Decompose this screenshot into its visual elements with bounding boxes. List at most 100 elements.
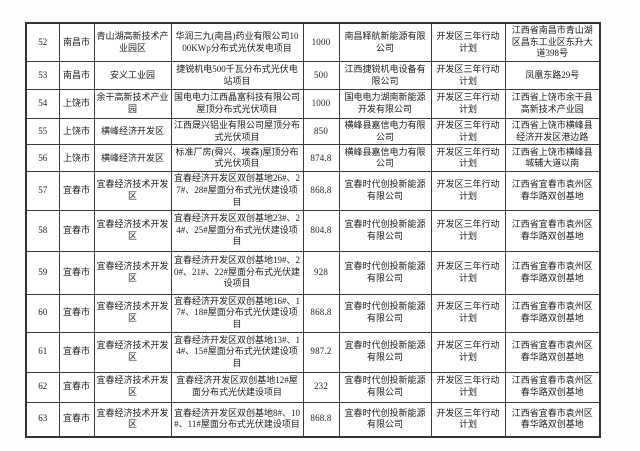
cell-serial-number: 57 (25, 171, 60, 211)
cell-capacity-kw: 232 (302, 371, 340, 403)
cell-city: 宜春市 (58, 250, 95, 295)
cell-park-name: 横峰经济开发区 (93, 144, 172, 173)
cell-company-name: 宜春时代创投新能源有限公司 (338, 250, 432, 295)
cell-serial-number: 52 (25, 22, 60, 63)
table-row: 58 宜春市 宜春经济技术开发区 宜春经济开发区双创基地23#、24#、25#屋… (25, 209, 601, 252)
cell-city: 宜春市 (58, 171, 95, 211)
cell-capacity-kw: 868.8 (302, 401, 340, 438)
cell-park-name: 青山湖高新技术产业园区 (93, 22, 172, 63)
cell-city: 南昌市 (58, 22, 95, 63)
cell-project-name: 宜春经济开发区双创基地23#、24#、25#屋面分布式光伏建设项目 (170, 209, 304, 252)
cell-park-name: 宜春经济技术开发区 (93, 209, 172, 252)
cell-park-name: 宜春经济技术开发区 (93, 371, 172, 403)
cell-plan-type: 开发区三年行动计划 (430, 144, 506, 173)
cell-project-address: 江西省宜春市袁州区春华路双创基地 (504, 171, 601, 211)
table-row: 62 宜春市 宜春经济技术开发区 宜春经济开发区双创基地12#屋面分布式光伏建设… (25, 371, 601, 403)
cell-plan-type: 开发区三年行动计划 (430, 293, 506, 333)
cell-serial-number: 55 (25, 118, 60, 146)
cell-capacity-kw: 1000 (302, 22, 340, 63)
cell-capacity-kw: 868.8 (302, 171, 340, 211)
table-row: 63 宜春市 宜春经济技术开发区 宜春经济开发区双创基地8#、10#、11#屋面… (25, 401, 601, 438)
cell-plan-type: 开发区三年行动计划 (430, 171, 506, 211)
cell-plan-type: 开发区三年行动计划 (430, 61, 506, 91)
cell-company-name: 宜春时代创投新能源有限公司 (338, 331, 432, 373)
cell-capacity-kw: 987.2 (302, 331, 340, 373)
cell-plan-type: 开发区三年行动计划 (430, 118, 506, 146)
cell-company-name: 宜春时代创投新能源有限公司 (338, 209, 432, 252)
cell-city: 上饶市 (58, 144, 95, 173)
cell-city: 宜春市 (58, 401, 95, 438)
cell-capacity-kw: 874.8 (302, 144, 340, 173)
cell-park-name: 横峰经济开发区 (93, 118, 172, 146)
cell-city: 宜春市 (58, 371, 95, 403)
cell-project-address: 江西省南昌市青山湖区昌东工业区东升大道398号 (504, 22, 601, 63)
document-page: 52 南昌市 青山湖高新技术产业园区 华润三九(南昌)药业有限公司1000KWp… (25, 22, 601, 439)
cell-project-address: 江西省上饶市横峰县城辅大道以南 (504, 144, 601, 173)
table-row: 55 上饶市 横峰经济开发区 江西晟兴铝业有限公司屋顶分布式光伏项目 850 横… (25, 118, 601, 146)
table-body: 52 南昌市 青山湖高新技术产业园区 华润三九(南昌)药业有限公司1000KWp… (25, 22, 601, 438)
cell-company-name: 宜春时代创投新能源有限公司 (338, 293, 432, 333)
table-row: 54 上饶市 余干高新技术产业园 国电电力江西晶富科技有限公司屋顶分布式光伏项目… (25, 89, 601, 120)
cell-park-name: 余干高新技术产业园 (93, 89, 172, 120)
cell-serial-number: 63 (25, 401, 60, 438)
cell-capacity-kw: 868.8 (302, 293, 340, 333)
cell-city: 宜春市 (58, 293, 95, 333)
table-row: 53 南昌市 安义工业园 捷锐机电500千瓦分布式光伏电站项目 500 江西捷锐… (25, 61, 601, 91)
cell-project-name: 华润三九(南昌)药业有限公司1000KWp分布式光伏发电项目 (170, 22, 304, 63)
cell-capacity-kw: 850 (302, 118, 340, 146)
table-row: 56 上饶市 横峰经济开发区 标准厂房(舜兴、埃森)屋顶分布式光伏项目 874.… (25, 144, 601, 173)
cell-plan-type: 开发区三年行动计划 (430, 89, 506, 120)
cell-city: 宜春市 (58, 209, 95, 252)
cell-city: 南昌市 (58, 61, 95, 91)
cell-serial-number: 59 (25, 250, 60, 295)
cell-city: 宜春市 (58, 331, 95, 373)
table-row: 57 宜春市 宜春经济技术开发区 宜春经济开发区双创基地26#、27#、28#屋… (25, 171, 601, 211)
cell-plan-type: 开发区三年行动计划 (430, 371, 506, 403)
cell-project-address: 凤凰东路29号 (504, 61, 601, 91)
table-row: 59 宜春市 宜春经济技术开发区 宜春经济开发区双创基地19#、20#、21#、… (25, 250, 601, 295)
cell-plan-type: 开发区三年行动计划 (430, 209, 506, 252)
cell-project-address: 江西省宜春市袁州区春华路双创基地 (504, 293, 601, 333)
cell-project-name: 国电电力江西晶富科技有限公司屋顶分布式光伏项目 (170, 89, 304, 120)
cell-company-name: 宜春时代创投新能源有限公司 (338, 371, 432, 403)
cell-company-name: 横峰县嘉信电力有限公司 (338, 118, 432, 146)
pv-projects-table: 52 南昌市 青山湖高新技术产业园区 华润三九(南昌)药业有限公司1000KWp… (25, 22, 601, 439)
cell-project-address: 江西省上饶市横峰县经济开发区港边路 (504, 118, 601, 146)
cell-plan-type: 开发区三年行动计划 (430, 401, 506, 438)
cell-serial-number: 54 (25, 89, 60, 120)
cell-project-address: 江西省宜春市袁州区春华路双创基地 (504, 250, 601, 295)
cell-project-address: 江西省宜春市袁州区春华路双创基地 (504, 371, 601, 403)
cell-project-address: 江西省上饶市余干县高新技术产业园 (504, 89, 601, 120)
cell-city: 上饶市 (58, 89, 95, 120)
cell-park-name: 安义工业园 (93, 61, 172, 91)
cell-project-name: 宜春经济开发区双创基地19#、20#、21#、22#屋面分布式光伏建设项目 (170, 250, 304, 295)
cell-project-name: 宜春经济开发区双创基地26#、27#、28#屋面分布式光伏建设项目 (170, 171, 304, 211)
cell-park-name: 宜春经济技术开发区 (93, 331, 172, 373)
cell-park-name: 宜春经济技术开发区 (93, 401, 172, 438)
cell-project-address: 江西省宜春市袁州区春华路双创基地 (504, 209, 601, 252)
cell-plan-type: 开发区三年行动计划 (430, 331, 506, 373)
cell-project-name: 捷锐机电500千瓦分布式光伏电站项目 (170, 61, 304, 91)
cell-serial-number: 60 (25, 293, 60, 333)
cell-company-name: 江西捷锐机电设备有限公司 (338, 61, 432, 91)
cell-project-name: 宜春经济开发区双创基地13#、14#、15#屋面分布式光伏建设项目 (170, 331, 304, 373)
cell-capacity-kw: 1000 (302, 89, 340, 120)
table-row: 61 宜春市 宜春经济技术开发区 宜春经济开发区双创基地13#、14#、15#屋… (25, 331, 601, 373)
cell-project-name: 宜春经济开发区双创基地8#、10#、11#屋面分布式光伏建设项目 (170, 401, 304, 438)
table-row: 52 南昌市 青山湖高新技术产业园区 华润三九(南昌)药业有限公司1000KWp… (25, 22, 601, 63)
cell-serial-number: 53 (25, 61, 60, 91)
cell-project-name: 宜春经济开发区双创基地16#、17#、18#屋面分布式光伏建设项目 (170, 293, 304, 333)
table-row: 60 宜春市 宜春经济技术开发区 宜春经济开发区双创基地16#、17#、18#屋… (25, 293, 601, 333)
cell-company-name: 宜春时代创投新能源有限公司 (338, 401, 432, 438)
cell-project-name: 标准厂房(舜兴、埃森)屋顶分布式光伏项目 (170, 144, 304, 173)
cell-company-name: 国电电力湖南新能源开发有限公司 (338, 89, 432, 120)
cell-capacity-kw: 804.8 (302, 209, 340, 252)
cell-park-name: 宜春经济技术开发区 (93, 171, 172, 211)
cell-park-name: 宜春经济技术开发区 (93, 293, 172, 333)
cell-project-name: 宜春经济开发区双创基地12#屋面分布式光伏建设项目 (170, 371, 304, 403)
cell-company-name: 横峰县嘉信电力有限公司 (338, 144, 432, 173)
cell-capacity-kw: 928 (302, 250, 340, 295)
cell-city: 上饶市 (58, 118, 95, 146)
cell-project-address: 江西省宜春市袁州区春华路双创基地 (504, 401, 601, 438)
cell-project-name: 江西晟兴铝业有限公司屋顶分布式光伏项目 (170, 118, 304, 146)
